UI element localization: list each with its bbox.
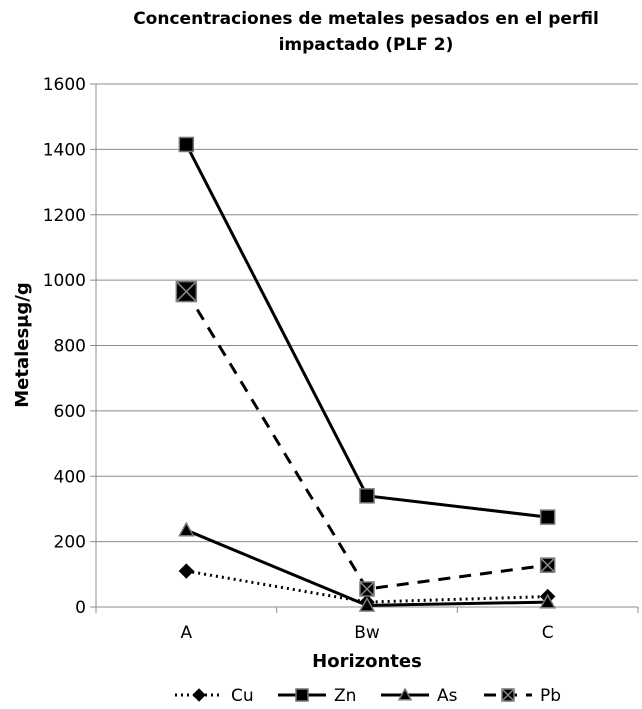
y-tick-label: 800	[54, 337, 86, 357]
legend-label-pb: Pb	[540, 686, 561, 704]
chart-title-line-2: impactado (PLF 2)	[279, 35, 454, 55]
point-pb-cross-b	[540, 557, 556, 573]
y-tick-label: 200	[54, 533, 86, 553]
series-as	[178, 521, 556, 612]
legend-marker-pb	[501, 688, 515, 702]
series-line-zn	[184, 143, 548, 519]
x-tick-label: A	[181, 623, 193, 643]
point-as	[539, 593, 556, 609]
legend-label-cu: Cu	[231, 686, 254, 704]
legend-marker-cu	[192, 688, 206, 702]
point-pb-cross-b	[175, 281, 197, 303]
point-pb	[539, 557, 556, 573]
legend: Cu Zn As Pb	[175, 686, 561, 706]
series-pb	[175, 280, 556, 597]
y-tick-label: 600	[54, 402, 86, 422]
grid	[96, 83, 638, 543]
y-tick-label: 1400	[43, 140, 86, 160]
x-tick-label: C	[542, 623, 554, 643]
point-as	[358, 596, 376, 612]
x-tick-label: Bw	[354, 623, 380, 643]
series-line-pb	[185, 290, 548, 591]
y-tick-label: 0	[75, 598, 86, 618]
series-zn	[178, 136, 556, 525]
point-cu	[178, 563, 195, 579]
series-layer	[175, 136, 556, 612]
legend-item-cu: Cu	[175, 686, 254, 706]
point-pb-cross-b	[359, 581, 375, 597]
legend-marker-zn	[295, 688, 309, 702]
legend-item-as: As	[381, 686, 458, 706]
point-pb	[359, 581, 375, 597]
y-tick-label: 400	[54, 467, 86, 487]
series-line-cu	[186, 569, 548, 604]
y-tick-label: 1000	[43, 271, 86, 291]
legend-label-zn: Zn	[334, 686, 356, 704]
legend-item-pb: Pb	[484, 686, 561, 706]
point-zn	[359, 488, 375, 504]
legend-item-zn: Zn	[278, 686, 356, 706]
legend-marker-pb-cross-b	[501, 688, 515, 702]
point-pb	[175, 280, 198, 303]
point-as	[178, 521, 195, 537]
y-axis-title: Metalesμg/g	[12, 282, 33, 408]
axes: 0 200 400 600 800 1000 1200 1400 1600 A Bw C	[43, 75, 639, 643]
point-zn	[178, 136, 195, 153]
y-tick-label: 1200	[43, 206, 86, 226]
y-tick-label: 1600	[43, 75, 86, 95]
legend-label-as: As	[437, 686, 458, 704]
chart-title-line-1: Concentraciones de metales pesados en el…	[133, 9, 599, 29]
x-axis-title: Horizontes	[312, 651, 422, 672]
point-zn	[539, 509, 556, 525]
legend-marker-as	[397, 687, 413, 701]
